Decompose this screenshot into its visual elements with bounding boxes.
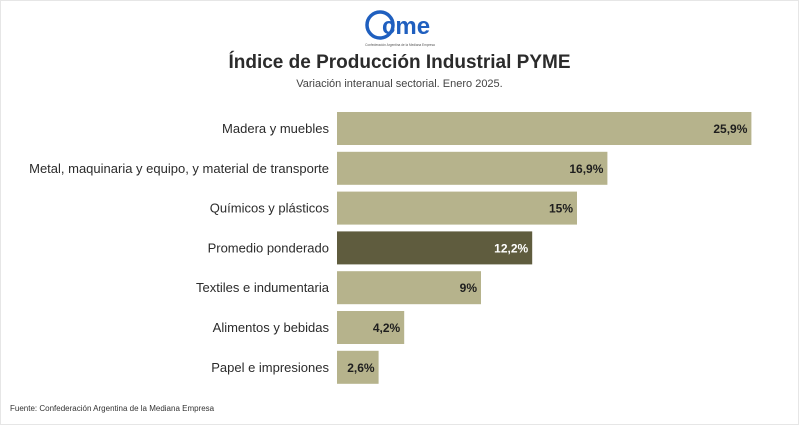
- value-label-3: 12,2%: [494, 241, 528, 255]
- value-label-0: 25,9%: [713, 122, 747, 136]
- came-logo: cme Confederación Argentina de la Median…: [352, 8, 448, 50]
- category-label-4: Textiles e indumentaria: [196, 280, 330, 295]
- category-label-5: Alimentos y bebidas: [213, 320, 330, 335]
- category-label-3: Promedio ponderado: [208, 240, 329, 255]
- value-label-6: 2,6%: [347, 361, 375, 375]
- chart-subtitle: Variación interanual sectorial. Enero 20…: [296, 78, 503, 90]
- source-note: Fuente: Confederación Argentina de la Me…: [10, 404, 215, 413]
- bar-3: [337, 231, 533, 265]
- chart-title: Índice de Producción Industrial PYME: [228, 52, 571, 73]
- value-label-1: 16,9%: [569, 162, 603, 176]
- bar-2: [337, 191, 577, 225]
- category-label-1: Metal, maquinaria y equipo, y material d…: [29, 161, 329, 176]
- bar-5: [337, 311, 405, 344]
- logo-caption: Confederación Argentina de la Mediana Em…: [365, 43, 435, 47]
- bar-1: [337, 151, 608, 185]
- category-label-6: Papel e impresiones: [211, 360, 329, 375]
- logo-text: cme: [382, 13, 430, 40]
- category-label-0: Madera y muebles: [222, 121, 329, 136]
- bar-4: [337, 271, 481, 305]
- bar-6: [337, 350, 379, 384]
- bar-0: [337, 112, 752, 145]
- value-label-5: 4,2%: [373, 321, 401, 335]
- value-label-2: 15%: [549, 202, 573, 216]
- category-label-2: Químicos y plásticos: [210, 201, 330, 216]
- value-label-4: 9%: [460, 281, 478, 295]
